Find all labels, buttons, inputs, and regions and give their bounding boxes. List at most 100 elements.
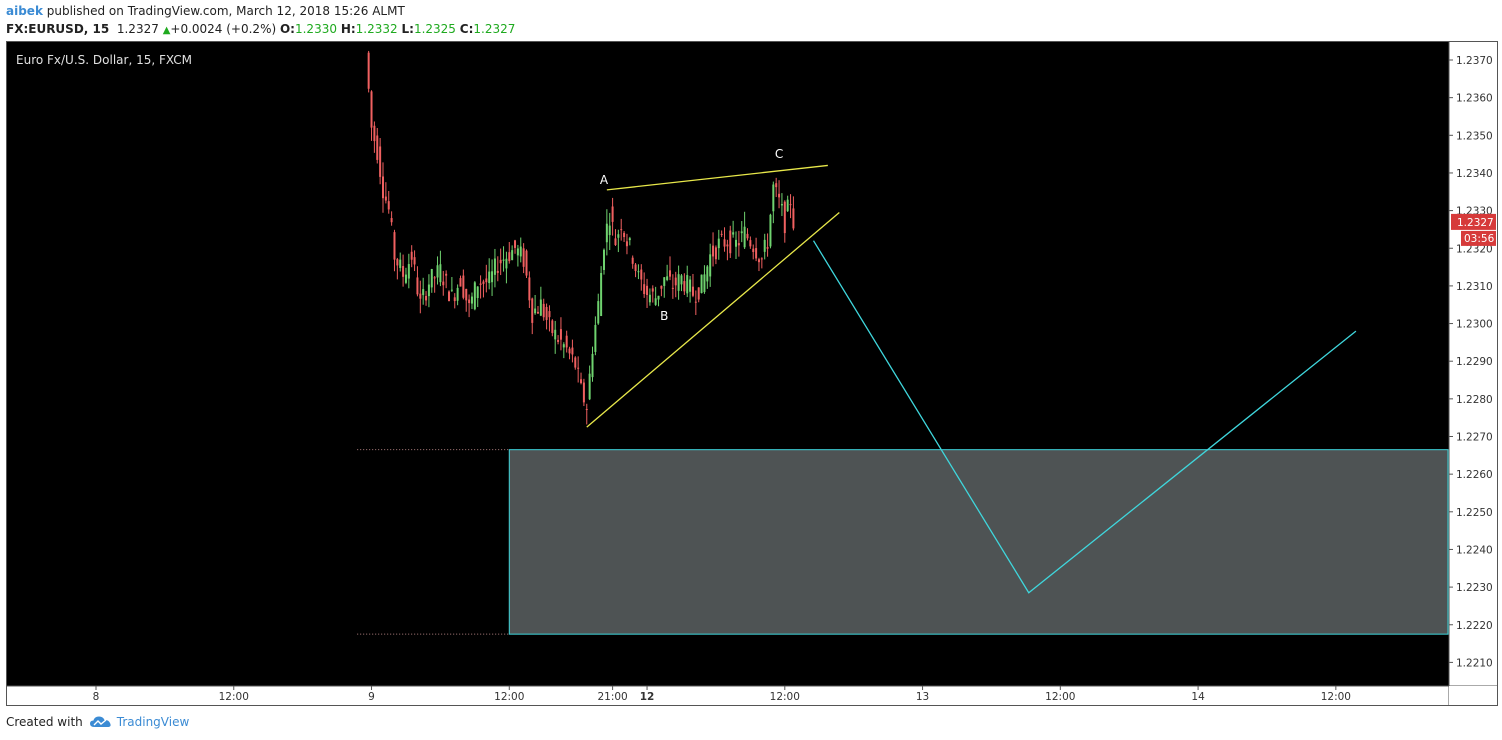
candle-body — [717, 238, 720, 249]
price-change: +0.0024 (+0.2%) — [170, 22, 277, 36]
target-zone[interactable] — [508, 449, 1449, 635]
candle-body — [387, 201, 390, 210]
low-label: L: — [401, 22, 414, 36]
candle-body — [476, 286, 479, 299]
candle-body — [757, 259, 760, 263]
candle-body — [746, 233, 749, 239]
x-tick-label: 12:00 — [770, 691, 800, 703]
candle-body — [419, 293, 422, 299]
candle-body — [620, 229, 623, 231]
projection-path[interactable] — [812, 240, 1357, 594]
candle-body — [714, 247, 717, 260]
candle-body — [737, 243, 740, 246]
candle-body — [505, 258, 508, 269]
candle-body — [763, 239, 766, 252]
countdown-badge — [1461, 230, 1496, 246]
y-tick-label: 1.2290 — [1456, 356, 1493, 368]
candle-body — [545, 307, 548, 320]
candle-body — [416, 277, 419, 295]
candle-body — [625, 241, 628, 247]
candle-body — [660, 285, 663, 289]
candle-body — [574, 357, 577, 368]
candle-body — [778, 193, 781, 198]
candle-body — [485, 278, 488, 283]
candle-body — [631, 257, 634, 264]
chart-container[interactable]: Euro Fx/U.S. Dollar, 15, FXCM 1.2370 1.236… — [6, 41, 1498, 706]
candle-body — [493, 258, 496, 275]
candle-body — [379, 146, 382, 177]
open-label: O: — [279, 22, 295, 36]
candle-body — [376, 135, 379, 160]
candle-body — [591, 353, 594, 378]
tradingview-link[interactable]: TradingView — [89, 714, 190, 730]
candle-body — [694, 301, 697, 303]
symbol-label: FX:EURUSD, 15 — [6, 22, 110, 36]
candle-body — [729, 230, 732, 254]
candle-body — [740, 231, 743, 234]
candle-body — [677, 274, 680, 291]
candle-body — [396, 259, 399, 266]
candle-body — [580, 379, 583, 384]
candle-body — [651, 288, 654, 292]
candle-body — [786, 199, 789, 212]
candle-body — [766, 247, 769, 249]
candle-body — [628, 238, 631, 241]
candle-body — [697, 287, 700, 300]
candle-body — [689, 279, 692, 292]
candle-body — [597, 301, 600, 324]
x-tick-label: 12 — [640, 691, 655, 703]
candle-body — [749, 240, 752, 247]
candle-body — [760, 258, 763, 260]
author-link[interactable]: aibek — [6, 4, 43, 18]
candle-body — [482, 281, 485, 284]
candle-body — [602, 249, 605, 271]
lower-trendline[interactable] — [586, 211, 840, 428]
chart-title: Euro Fx/U.S. Dollar, 15, FXCM — [16, 53, 192, 67]
up-arrow-icon: ▲ — [162, 25, 171, 36]
candle-body — [792, 208, 795, 229]
chart-border — [6, 41, 1498, 706]
candle-body — [772, 184, 775, 212]
candle-body — [525, 250, 528, 276]
candle-body — [594, 324, 597, 352]
candle-body — [370, 91, 373, 128]
upper-trendline[interactable] — [606, 164, 828, 191]
candle-body — [666, 276, 669, 280]
candle-body — [608, 225, 611, 236]
y-tick-label: 1.2270 — [1456, 432, 1493, 444]
price-badge-text: 1.2327 — [1457, 217, 1494, 229]
candle-body — [640, 269, 643, 280]
close-value: 1.2327 — [473, 22, 516, 36]
wave-label-b: B — [660, 309, 668, 323]
candle-body — [600, 273, 603, 317]
y-tick-label: 1.2370 — [1456, 55, 1493, 67]
candle-body — [559, 329, 562, 340]
candle-body — [654, 298, 657, 305]
candle-body — [706, 266, 709, 282]
candle-body — [479, 283, 482, 285]
candle-body — [623, 232, 626, 238]
candle-body — [634, 264, 637, 271]
candle-body — [720, 233, 723, 235]
candle-body — [459, 278, 462, 287]
candle-body — [462, 275, 465, 298]
candle-body — [674, 277, 677, 286]
candle-body — [700, 274, 703, 294]
candle-body — [542, 303, 545, 318]
tradingview-brand: TradingView — [116, 715, 190, 729]
open-value: 1.2330 — [294, 22, 337, 36]
price-chart[interactable]: Euro Fx/U.S. Dollar, 15, FXCM 1.2370 1.236… — [6, 41, 1498, 706]
candle-body — [562, 344, 565, 348]
candle-body — [614, 238, 617, 246]
candle-body — [465, 288, 468, 301]
x-tick-label: 12:00 — [1321, 691, 1351, 703]
candle-body — [643, 284, 646, 295]
axis-corner — [1449, 686, 1498, 706]
candle-body — [534, 308, 537, 314]
x-tick-label: 9 — [368, 691, 375, 703]
x-tick-label: 13 — [916, 691, 929, 703]
candle-body — [528, 277, 531, 301]
published-text: published on TradingView.com, March 12, … — [46, 4, 405, 18]
price-axis[interactable] — [1448, 41, 1498, 687]
candle-body — [473, 282, 476, 310]
